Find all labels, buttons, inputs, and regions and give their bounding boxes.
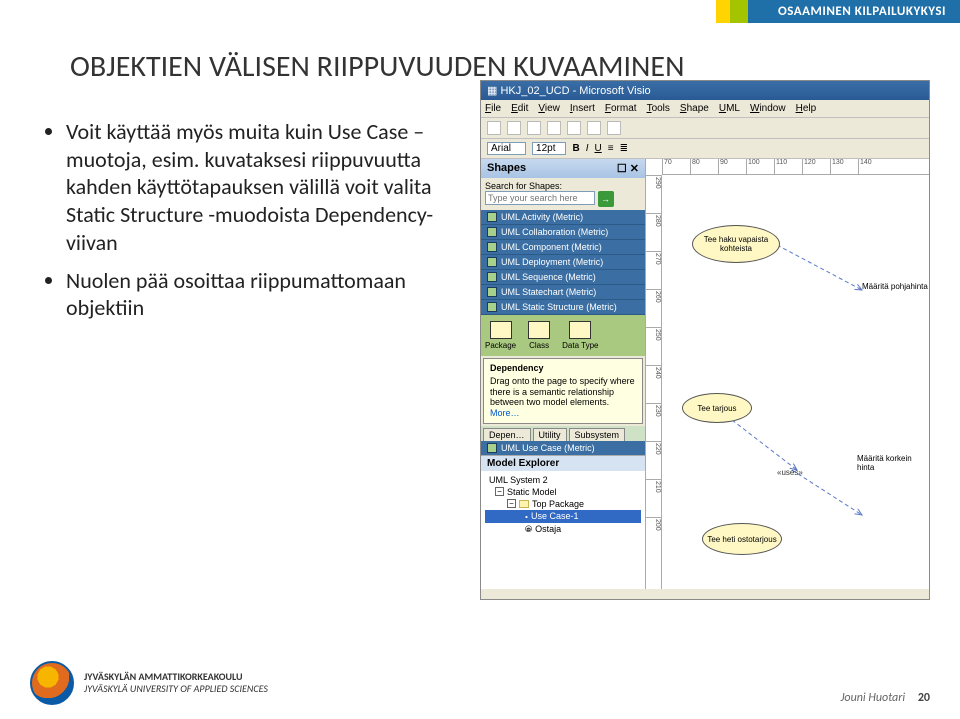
cut-icon[interactable]	[567, 121, 581, 135]
shape-icons-row: Package Class Data Type	[481, 315, 645, 356]
uses-label: «uses»	[777, 468, 803, 477]
shapes-title: Shapes	[487, 162, 526, 175]
italic-icon[interactable]: I	[586, 143, 589, 154]
note-korkein: Määritä korkein hinta	[857, 455, 929, 473]
visio-menubar[interactable]: File Edit View Insert Format Tools Shape…	[481, 100, 929, 118]
shape-datatype[interactable]: Data Type	[562, 321, 598, 350]
org-logo: JYVÄSKYLÄN AMMATTIKORKEAKOULU JYVÄSKYLÄ …	[30, 661, 268, 705]
tree-ostaja[interactable]: 🞋Ostaja	[485, 523, 641, 536]
align-center-icon[interactable]: ≣	[620, 143, 628, 154]
bullet-1: Voit käyttää myös muita kuin Use Case –m…	[66, 118, 442, 257]
tooltip-more-link[interactable]: More…	[490, 408, 520, 418]
tree-static[interactable]: −Static Model	[485, 486, 641, 498]
stencil-icon	[487, 443, 497, 453]
org-name: JYVÄSKYLÄN AMMATTIKORKEAKOULU JYVÄSKYLÄ …	[84, 671, 268, 695]
tab-utility[interactable]: Utility	[533, 428, 567, 441]
open-icon[interactable]	[507, 121, 521, 135]
tree-root[interactable]: UML System 2	[485, 474, 641, 486]
stencil-list: UML Activity (Metric) UML Collaboration …	[481, 210, 645, 315]
underline-icon[interactable]: U	[595, 143, 602, 154]
shape-tabs[interactable]: Depen… Utility Subsystem	[481, 426, 645, 441]
shapes-close-icon[interactable]: ☐ ✕	[617, 162, 639, 175]
page-number: 20	[918, 691, 930, 705]
menu-format[interactable]: Format	[605, 103, 637, 114]
drawing-area[interactable]: «uses» Tee haku vapaista kohteista Tee t…	[662, 175, 929, 589]
stencil-icon	[487, 287, 497, 297]
stencil-icon	[487, 242, 497, 252]
print-icon[interactable]	[547, 121, 561, 135]
font-select[interactable]: Arial	[487, 142, 526, 155]
new-icon[interactable]	[487, 121, 501, 135]
stencil-component[interactable]: UML Component (Metric)	[481, 240, 645, 255]
shapes-header: Shapes ☐ ✕	[481, 159, 645, 178]
dependency-tooltip: Dependency Drag onto the page to specify…	[483, 358, 643, 424]
copy-icon[interactable]	[587, 121, 601, 135]
search-go-icon[interactable]: →	[598, 191, 614, 207]
stencil-activity[interactable]: UML Activity (Metric)	[481, 210, 645, 225]
stencil-sequence[interactable]: UML Sequence (Metric)	[481, 270, 645, 285]
visio-canvas[interactable]: 708090100110120130140 290280270260250240…	[646, 159, 929, 589]
menu-tools[interactable]: Tools	[647, 103, 670, 114]
stencil-collab[interactable]: UML Collaboration (Metric)	[481, 225, 645, 240]
ruler-horizontal: 708090100110120130140	[662, 159, 929, 175]
app-icon: ▦	[487, 85, 500, 97]
bullet-2: Nuolen pää osoittaa riippumattomaan obje…	[66, 267, 442, 322]
usecase-tarjous[interactable]: Tee tarjous	[682, 393, 752, 423]
tooltip-body: Drag onto the page to specify where ther…	[490, 376, 635, 408]
page-info: Jouni Huotari 20	[841, 691, 930, 705]
stencil-icon	[487, 272, 497, 282]
shapes-search: Search for Shapes: →	[481, 178, 645, 210]
menu-help[interactable]: Help	[796, 103, 817, 114]
model-explorer-tree[interactable]: UML System 2 −Static Model −Top Package …	[481, 471, 645, 589]
logo-shield-icon	[30, 661, 74, 705]
tree-top[interactable]: −Top Package	[485, 498, 641, 510]
shape-package[interactable]: Package	[485, 321, 516, 350]
paste-icon[interactable]	[607, 121, 621, 135]
header-badge: OSAAMINEN KILPAILUKYKYSI	[748, 0, 960, 23]
visio-title-text: HKJ_02_UCD - Microsoft Visio	[500, 85, 650, 97]
stencil-icon	[487, 302, 497, 312]
fontsize-select[interactable]: 12pt	[532, 142, 566, 155]
stencil-icon	[487, 227, 497, 237]
bullet-list: Voit käyttää myös muita kuin Use Case –m…	[42, 118, 442, 332]
save-icon[interactable]	[527, 121, 541, 135]
tab-subsystem[interactable]: Subsystem	[569, 428, 626, 441]
model-explorer-header: Model Explorer	[481, 455, 645, 471]
search-label: Search for Shapes:	[485, 181, 641, 191]
slide-footer: JYVÄSKYLÄN AMMATTIKORKEAKOULU JYVÄSKYLÄ …	[30, 661, 930, 705]
menu-view[interactable]: View	[538, 103, 560, 114]
shape-class[interactable]: Class	[528, 321, 550, 350]
bold-icon[interactable]: B	[572, 143, 579, 154]
usecase-heti[interactable]: Tee heti ostotarjous	[702, 523, 782, 555]
align-left-icon[interactable]: ≡	[608, 143, 614, 154]
menu-window[interactable]: Window	[750, 103, 786, 114]
menu-file[interactable]: File	[485, 103, 501, 114]
visio-toolbar-2[interactable]: Arial 12pt B I U ≡ ≣	[481, 139, 929, 159]
search-input[interactable]	[485, 191, 595, 205]
tooltip-title: Dependency	[490, 363, 636, 374]
stencil-icon	[487, 212, 497, 222]
tree-uc1[interactable]: 🞄Use Case-1	[485, 510, 641, 523]
stencil-icon	[487, 257, 497, 267]
usecase-haku[interactable]: Tee haku vapaista kohteista	[692, 225, 780, 263]
visio-toolbar-1[interactable]	[481, 118, 929, 139]
menu-shape[interactable]: Shape	[680, 103, 709, 114]
stencil-static[interactable]: UML Static Structure (Metric)	[481, 300, 645, 315]
menu-edit[interactable]: Edit	[511, 103, 528, 114]
ruler-vertical: 290280270260250240230220210200	[646, 175, 662, 589]
menu-insert[interactable]: Insert	[570, 103, 595, 114]
author-name: Jouni Huotari	[841, 691, 906, 705]
visio-window: ▦ HKJ_02_UCD - Microsoft Visio File Edit…	[480, 80, 930, 600]
stencil-usecase[interactable]: UML Use Case (Metric)	[481, 441, 645, 455]
stencil-statechart[interactable]: UML Statechart (Metric)	[481, 285, 645, 300]
stencil-deploy[interactable]: UML Deployment (Metric)	[481, 255, 645, 270]
shapes-panel: Shapes ☐ ✕ Search for Shapes: → UML Acti…	[481, 159, 646, 589]
note-pohjahinta: Määritä pohjahinta	[862, 283, 928, 292]
menu-uml[interactable]: UML	[719, 103, 740, 114]
tab-depen[interactable]: Depen…	[483, 428, 531, 441]
visio-titlebar: ▦ HKJ_02_UCD - Microsoft Visio	[481, 81, 929, 100]
